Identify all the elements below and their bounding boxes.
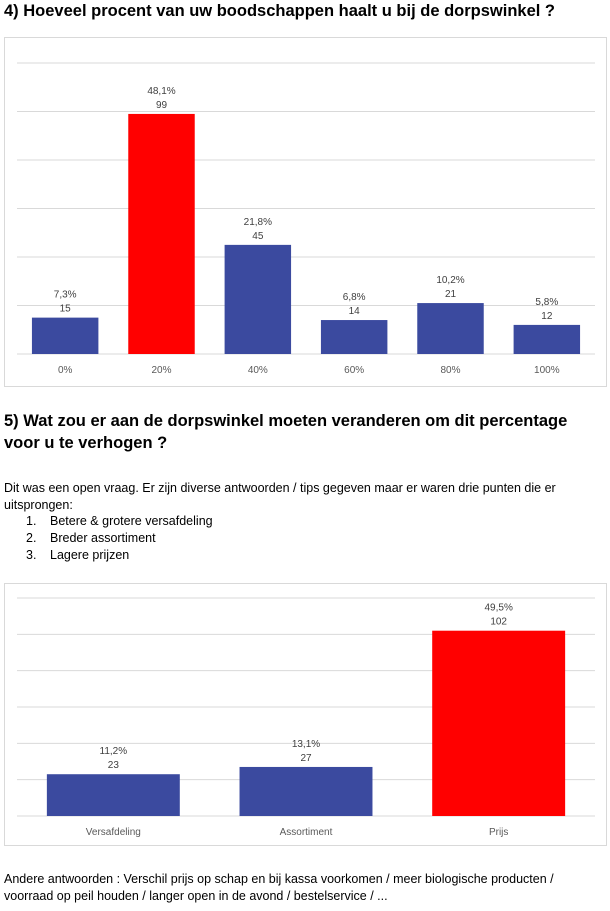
q5-category-label: Assortiment — [280, 827, 333, 838]
top-answers-list: 1. Betere & grotere versafdeling 2. Breder… — [26, 513, 213, 564]
q5-bar — [432, 630, 566, 816]
q4-bar — [320, 320, 388, 354]
list-item: 2. Breder assortiment — [26, 530, 213, 547]
q4-category-label: 80% — [440, 365, 460, 376]
q5-category-label: Prijs — [489, 827, 508, 838]
q4-data-label-count: 14 — [349, 306, 361, 317]
q4-bar — [417, 303, 484, 354]
question-5-chart: 11,2% 23 Versafdeling 13,1% 27 Assortiment 49,… — [4, 583, 607, 846]
q5-bar — [239, 766, 373, 816]
q4-bar — [224, 244, 292, 354]
question-4-title: 4) Hoeveel procent van uw boodschappen h… — [4, 2, 556, 20]
question-5-intro: Dit was een open vraag. Er zijn diverse … — [4, 481, 556, 512]
q4-data-label-count: 21 — [445, 289, 457, 300]
q4-data-label-pct: 7,3% — [54, 290, 77, 301]
q4-data-label-count: 12 — [541, 311, 553, 322]
question-4-chart: 7,3% 15 0% 48,1% 99 20% 21,8% 45 40% 6,8% 14 60% 10,… — [4, 37, 607, 387]
question-5-title: 5) Wat zou er aan de dorpswinkel moeten … — [4, 412, 568, 452]
q4-data-label-count: 45 — [252, 231, 264, 242]
list-item: 3. Lagere prijzen — [26, 547, 213, 564]
q5-data-label-pct: 49,5% — [484, 603, 512, 614]
q4-data-label-count: 99 — [156, 100, 168, 111]
q5-data-label-pct: 13,1% — [292, 739, 320, 750]
list-item-number: 1. — [26, 514, 37, 528]
q4-category-label: 60% — [344, 365, 364, 376]
q4-bar — [128, 113, 195, 354]
list-item-text: Betere & grotere versafdeling — [50, 514, 213, 528]
q4-category-label: 20% — [151, 365, 171, 376]
q4-data-label-count: 15 — [60, 304, 72, 315]
q4-category-label: 40% — [248, 365, 268, 376]
list-item: 1. Betere & grotere versafdeling — [26, 513, 213, 530]
list-item-number: 3. — [26, 548, 37, 562]
q4-data-label-pct: 5,8% — [535, 297, 558, 308]
other-answers-text: Andere antwoorden : Verschil prijs op sc… — [4, 872, 554, 903]
q4-data-label-pct: 10,2% — [436, 275, 464, 286]
list-item-number: 2. — [26, 531, 37, 545]
q5-data-label-count: 102 — [490, 617, 507, 628]
q4-category-label: 100% — [534, 365, 560, 376]
q4-data-label-pct: 6,8% — [343, 292, 366, 303]
list-item-text: Lagere prijzen — [50, 548, 130, 562]
list-item-text: Breder assortiment — [50, 531, 156, 545]
q5-data-label-pct: 11,2% — [100, 746, 128, 757]
question-4-chart-svg: 7,3% 15 0% 48,1% 99 20% 21,8% 45 40% 6,8% 14 60% 10,… — [17, 62, 595, 376]
q4-data-label-pct: 21,8% — [244, 217, 272, 228]
q4-category-label: 0% — [58, 365, 73, 376]
q5-category-label: Versafdeling — [86, 827, 141, 838]
q5-data-label-count: 23 — [108, 760, 120, 771]
q5-data-label-count: 27 — [300, 753, 312, 764]
question-5-chart-svg: 11,2% 23 Versafdeling 13,1% 27 Assortiment 49,… — [17, 597, 595, 838]
q4-data-label-pct: 48,1% — [147, 86, 175, 97]
q5-bar — [46, 774, 180, 816]
q4-bar — [513, 324, 581, 354]
q4-bar — [31, 317, 99, 354]
